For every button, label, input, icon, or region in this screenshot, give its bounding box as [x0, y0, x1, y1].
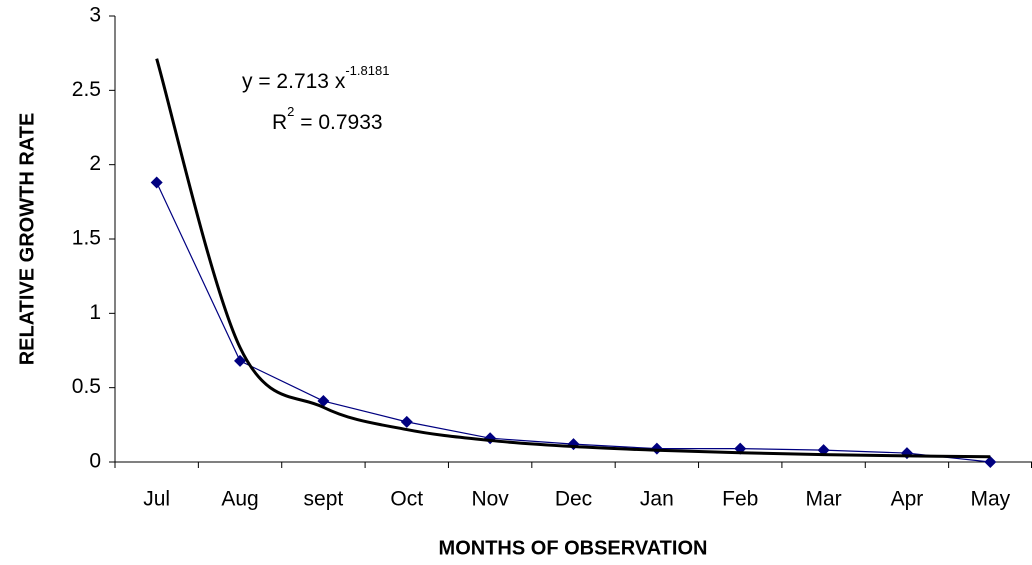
x-tick-label: Aug: [221, 488, 258, 511]
x-tick-label: Feb: [722, 488, 758, 511]
marker: [484, 432, 497, 445]
marker: [150, 176, 163, 189]
marker: [317, 395, 330, 408]
x-tick-label: Dec: [555, 488, 592, 511]
equation: y = 2.713 x-1.8181: [242, 63, 389, 92]
y-tick-label: 3: [89, 4, 101, 27]
x-tick-label: Nov: [471, 488, 509, 511]
y-tick-label: 0: [89, 450, 101, 473]
marker: [984, 456, 997, 468]
equation-text: y = 2.713 x: [242, 70, 346, 93]
y-tick-label: 1: [89, 301, 101, 324]
y-axis-title: RELATIVE GROWTH RATE: [16, 113, 38, 366]
x-tick-label: Jul: [143, 488, 170, 511]
r-text: R: [272, 111, 287, 134]
x-tick-label: Apr: [891, 488, 924, 511]
x-tick-label: May: [970, 488, 1010, 511]
y-tick-label: 0.5: [72, 375, 101, 398]
y-tick-label: 1.5: [72, 227, 101, 250]
x-axis-title: MONTHS OF OBSERVATION: [439, 537, 708, 559]
x-tick-label: Jan: [640, 488, 674, 511]
r-rest: = 0.7933: [294, 111, 382, 134]
y-tick-label: 2.5: [72, 78, 101, 101]
trendline: [155, 58, 991, 459]
x-tick-label: Oct: [390, 488, 423, 511]
x-tick-label: sept: [304, 488, 344, 511]
r-superscript: 2: [287, 104, 294, 119]
r-squared: R2 = 0.7933: [272, 104, 383, 133]
marker: [234, 354, 247, 367]
series-line: [156, 182, 991, 463]
y-tick-label: 2: [89, 152, 101, 175]
equation-exponent: -1.8181: [345, 63, 389, 78]
marker: [400, 415, 413, 428]
marker: [567, 438, 580, 451]
x-tick-label: Mar: [806, 488, 842, 511]
